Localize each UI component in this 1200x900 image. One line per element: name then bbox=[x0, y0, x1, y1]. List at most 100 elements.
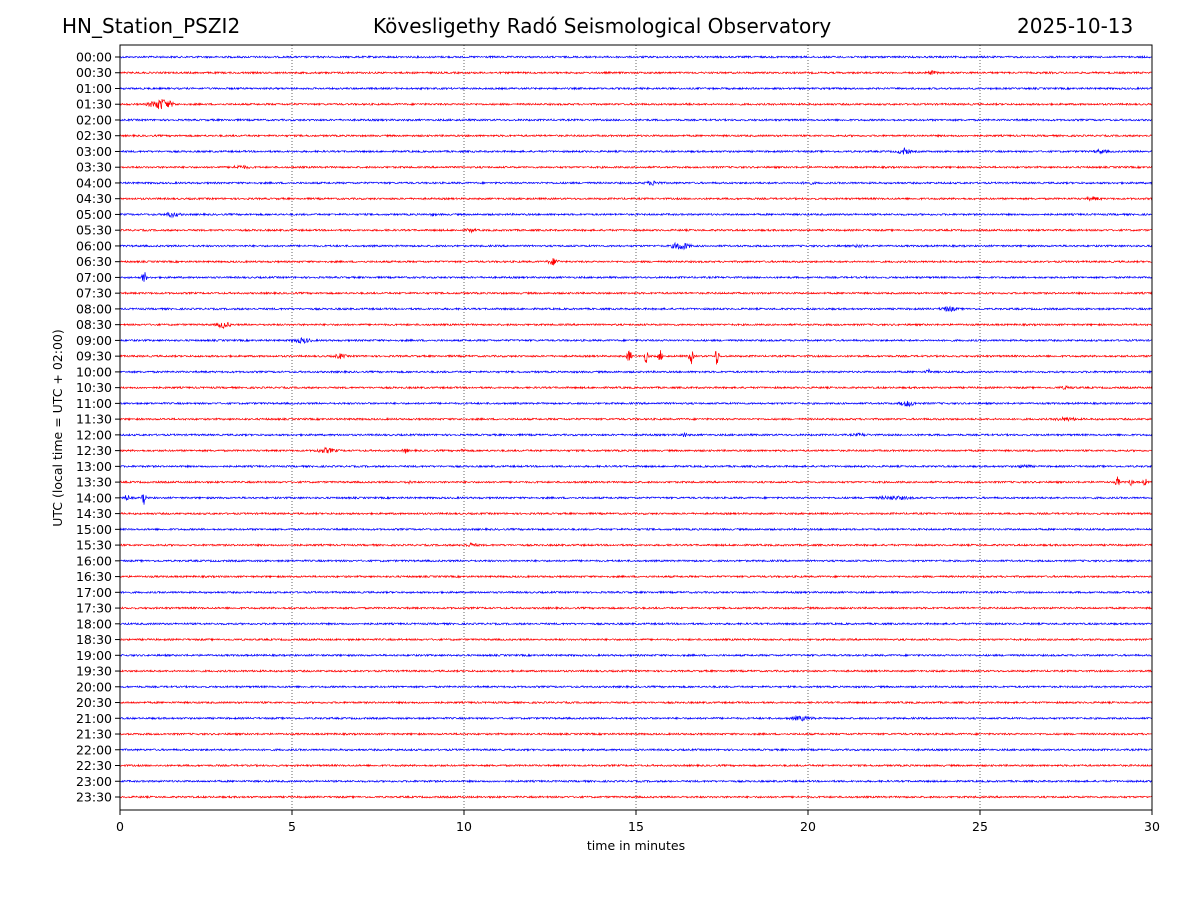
y-tick-label: 09:00 bbox=[76, 333, 112, 348]
trace-0530 bbox=[119, 227, 1153, 234]
trace-1430 bbox=[119, 511, 1153, 516]
station-label: HN_Station_PSZI2 bbox=[62, 14, 241, 38]
y-tick-label: 04:00 bbox=[76, 175, 112, 190]
trace-2130 bbox=[120, 731, 1153, 737]
y-tick-label: 11:30 bbox=[76, 412, 112, 427]
trace-0000 bbox=[119, 54, 1153, 60]
y-tick-label: 05:30 bbox=[76, 223, 112, 238]
trace-1930 bbox=[119, 668, 1153, 674]
chart-title: Kövesligethy Radó Seismological Observat… bbox=[373, 14, 832, 38]
trace-0330 bbox=[119, 164, 1153, 170]
trace-0030 bbox=[119, 69, 1153, 75]
y-tick-label: 13:00 bbox=[76, 459, 112, 474]
trace-1330 bbox=[119, 476, 1153, 487]
trace-0900 bbox=[119, 337, 1153, 345]
y-tick-label: 12:30 bbox=[76, 443, 112, 458]
y-tick-label: 08:30 bbox=[76, 317, 112, 332]
trace-1630 bbox=[119, 574, 1153, 579]
trace-1000 bbox=[119, 367, 1153, 375]
trace-2030 bbox=[119, 700, 1153, 705]
y-tick-label: 11:00 bbox=[76, 396, 112, 411]
trace-1730 bbox=[119, 605, 1153, 611]
y-tick-label: 00:00 bbox=[76, 50, 112, 65]
y-tick-label: 04:30 bbox=[76, 191, 112, 206]
trace-1100 bbox=[119, 400, 1153, 408]
trace-0600 bbox=[119, 241, 1153, 251]
trace-1500 bbox=[119, 527, 1153, 532]
y-tick-label: 17:30 bbox=[76, 601, 112, 616]
y-tick-label: 03:00 bbox=[76, 144, 112, 159]
y-tick-label: 20:30 bbox=[76, 695, 112, 710]
y-tick-label: 14:00 bbox=[76, 490, 112, 505]
x-tick-label: 0 bbox=[116, 819, 124, 834]
trace-2000 bbox=[119, 684, 1153, 689]
x-tick-label: 30 bbox=[1144, 819, 1160, 834]
trace-2100 bbox=[119, 714, 1153, 722]
y-axis-label: UTC (local time = UTC + 02:00) bbox=[50, 329, 65, 527]
trace-0830 bbox=[119, 321, 1153, 330]
y-tick-label: 23:00 bbox=[76, 774, 112, 789]
trace-2230 bbox=[119, 763, 1153, 768]
trace-1400 bbox=[119, 494, 1153, 505]
trace-0300 bbox=[119, 146, 1153, 155]
y-tick-label: 22:00 bbox=[76, 742, 112, 757]
trace-0130 bbox=[119, 98, 1153, 110]
trace-1030 bbox=[119, 385, 1153, 391]
y-tick-label: 07:30 bbox=[76, 286, 112, 301]
trace-1300 bbox=[119, 464, 1153, 469]
trace-2300 bbox=[119, 779, 1153, 784]
trace-1700 bbox=[119, 590, 1153, 595]
y-tick-label: 01:00 bbox=[76, 81, 112, 96]
trace-1130 bbox=[119, 415, 1153, 422]
y-tick-label: 09:30 bbox=[76, 349, 112, 364]
y-tick-label: 16:30 bbox=[76, 569, 112, 584]
trace-1230 bbox=[119, 446, 1153, 454]
date-label: 2025-10-13 bbox=[1017, 14, 1134, 38]
trace-1800 bbox=[119, 621, 1153, 626]
trace-0700 bbox=[119, 272, 1153, 282]
x-axis-label: time in minutes bbox=[587, 838, 685, 853]
y-tick-label: 06:00 bbox=[76, 238, 112, 253]
trace-0500 bbox=[119, 211, 1153, 219]
trace-2330 bbox=[119, 794, 1153, 800]
trace-0730 bbox=[119, 291, 1153, 296]
x-tick-label: 5 bbox=[288, 819, 296, 834]
trace-0630 bbox=[119, 258, 1153, 266]
x-tick-label: 15 bbox=[628, 819, 644, 834]
y-tick-label: 08:00 bbox=[76, 301, 112, 316]
y-tick-label: 03:30 bbox=[76, 160, 112, 175]
y-tick-label: 17:00 bbox=[76, 585, 112, 600]
y-tick-label: 10:00 bbox=[76, 364, 112, 379]
y-tick-label: 12:00 bbox=[76, 427, 112, 442]
trace-0230 bbox=[119, 133, 1153, 138]
y-tick-label: 16:00 bbox=[76, 553, 112, 568]
trace-0100 bbox=[119, 86, 1153, 91]
y-tick-label: 20:00 bbox=[76, 679, 112, 694]
y-tick-label: 19:30 bbox=[76, 664, 112, 679]
trace-2200 bbox=[119, 747, 1153, 752]
y-tick-label: 07:00 bbox=[76, 270, 112, 285]
trace-1900 bbox=[119, 653, 1153, 658]
y-tick-label: 23:30 bbox=[76, 790, 112, 805]
y-tick-label: 05:00 bbox=[76, 207, 112, 222]
y-tick-label: 10:30 bbox=[76, 380, 112, 395]
y-tick-label: 22:30 bbox=[76, 758, 112, 773]
trace-0430 bbox=[119, 195, 1153, 202]
y-tick-label: 15:00 bbox=[76, 522, 112, 537]
y-tick-label: 14:30 bbox=[76, 506, 112, 521]
x-tick-label: 25 bbox=[972, 819, 988, 834]
y-tick-label: 00:30 bbox=[76, 65, 112, 80]
y-tick-label: 01:30 bbox=[76, 97, 112, 112]
x-tick-label: 10 bbox=[456, 819, 472, 834]
y-tick-label: 18:00 bbox=[76, 616, 112, 631]
trace-1830 bbox=[119, 637, 1153, 642]
y-tick-label: 21:30 bbox=[76, 727, 112, 742]
trace-0200 bbox=[119, 117, 1153, 123]
trace-0400 bbox=[119, 180, 1153, 187]
y-tick-label: 19:00 bbox=[76, 648, 112, 663]
y-tick-label: 06:30 bbox=[76, 254, 112, 269]
trace-1600 bbox=[119, 558, 1153, 563]
y-tick-label: 18:30 bbox=[76, 632, 112, 647]
trace-0930 bbox=[119, 350, 1153, 365]
